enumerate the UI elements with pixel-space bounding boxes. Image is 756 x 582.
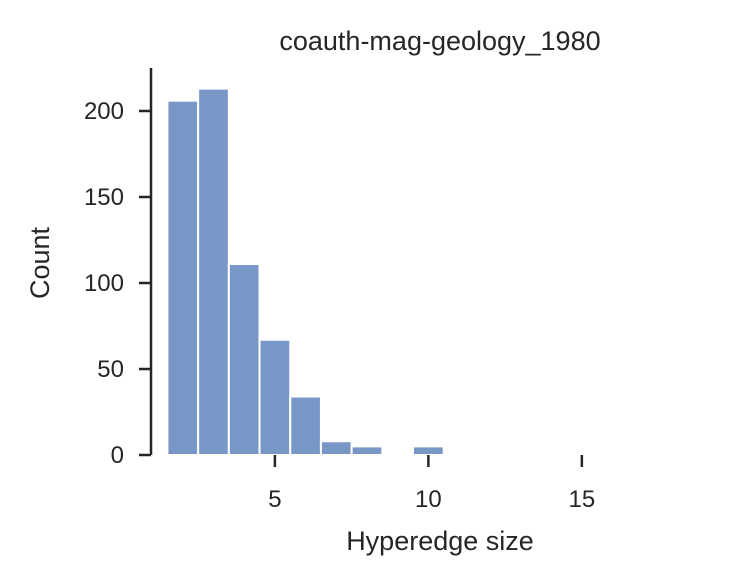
histogram-bar xyxy=(319,440,353,456)
y-tick-label: 150 xyxy=(84,184,124,211)
histogram-bar xyxy=(350,445,384,456)
y-tick-label: 200 xyxy=(84,98,124,125)
histogram-bar xyxy=(289,395,322,456)
x-tick-label: 15 xyxy=(569,486,596,513)
y-tick-label: 100 xyxy=(84,270,124,297)
x-tick-label: 5 xyxy=(268,486,281,513)
histogram-bar xyxy=(534,452,568,456)
x-tick-label: 10 xyxy=(415,486,442,513)
histogram-bar xyxy=(258,338,292,457)
histogram-bar xyxy=(197,87,230,456)
y-tick-label: 50 xyxy=(97,356,124,383)
y-ticks-group: 0 50 100 150 200 xyxy=(84,98,151,469)
histogram-bar xyxy=(381,452,415,456)
histogram-bar xyxy=(166,99,200,457)
y-tick-label: 0 xyxy=(111,442,124,469)
x-ticks-group: 5 10 15 xyxy=(268,455,595,513)
histogram-bar xyxy=(227,263,261,456)
x-axis-label: Hyperedge size xyxy=(346,526,534,556)
chart-title: coauth-mag-geology_1980 xyxy=(279,26,600,56)
y-axis-label: Count xyxy=(25,226,55,299)
histogram-bar xyxy=(412,445,445,456)
bars-group xyxy=(166,87,568,457)
